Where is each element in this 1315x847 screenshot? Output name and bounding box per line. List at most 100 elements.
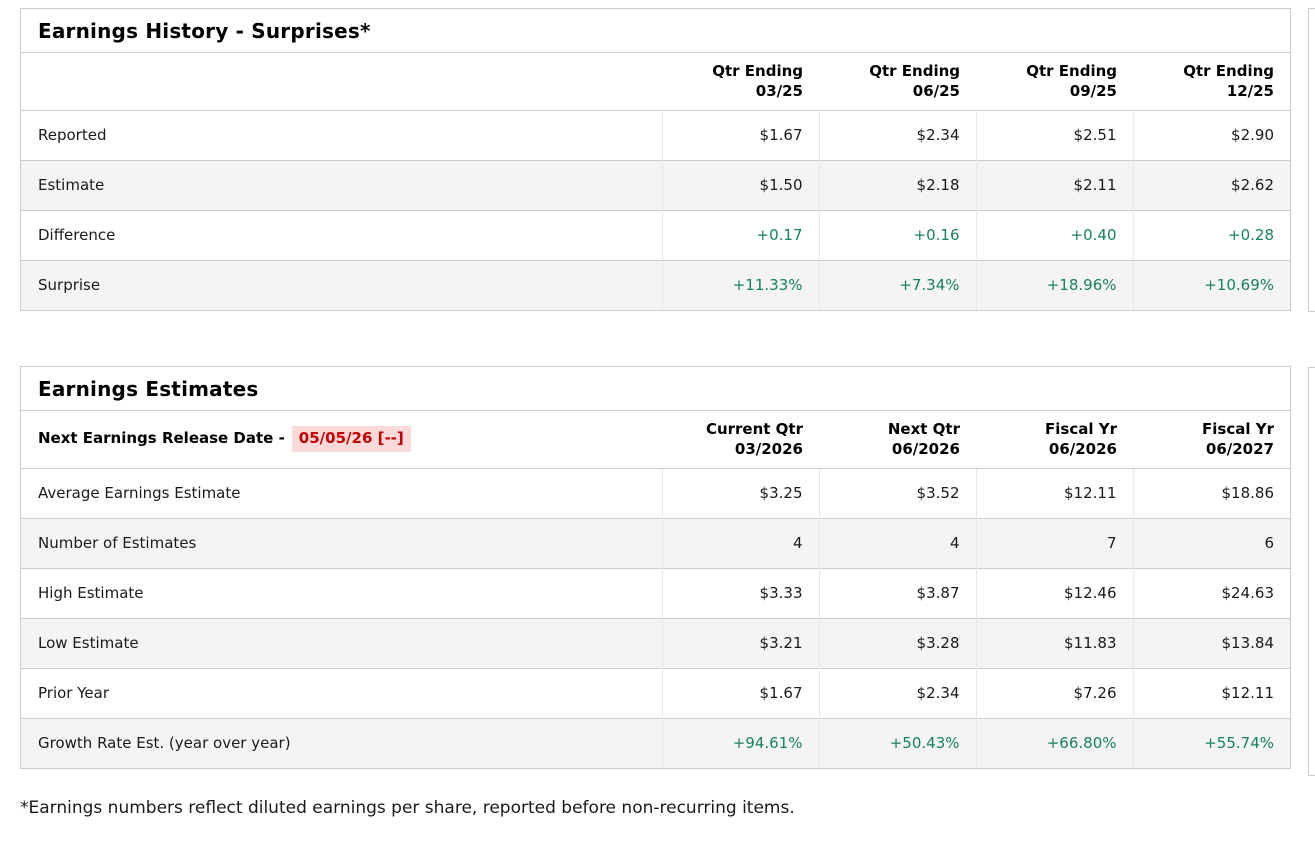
col-header-date: 03/25 xyxy=(755,82,803,101)
cell-value: +0.17 xyxy=(661,209,819,260)
estimates-col-header-3: Fiscal Yr 06/2026 xyxy=(976,411,1133,468)
table-row-high-estimate: High Estimate $3.33 $3.87 $12.46 $24.63 xyxy=(21,567,1290,618)
cell-value: $2.11 xyxy=(975,159,1133,210)
table-row-prior-year: Prior Year $1.67 $2.34 $7.26 $12.11 xyxy=(21,667,1290,718)
col-header-date: 06/25 xyxy=(912,82,960,101)
table-row-estimate: Estimate $1.50 $2.18 $2.11 $2.62 xyxy=(21,159,1290,210)
cell-value: $2.18 xyxy=(818,159,976,210)
table-row-reported: Reported $1.67 $2.34 $2.51 $2.90 xyxy=(21,109,1290,160)
table-row-surprise: Surprise +11.33% +7.34% +18.96% +10.69% xyxy=(21,259,1290,310)
cell-value: $3.28 xyxy=(818,617,976,668)
history-col-header-4: Qtr Ending 12/25 xyxy=(1133,53,1290,110)
cell-value: $2.90 xyxy=(1132,109,1290,160)
cell-value: $12.11 xyxy=(1132,667,1290,718)
col-header-period: Qtr Ending xyxy=(712,61,803,80)
col-header-date: 06/2026 xyxy=(891,440,960,459)
estimates-header-row: Next Earnings Release Date - 05/05/26 [--… xyxy=(21,411,1290,468)
row-label: Prior Year xyxy=(21,667,662,718)
table-row-growth-rate: Growth Rate Est. (year over year) +94.61… xyxy=(21,717,1290,768)
col-header-period: Qtr Ending xyxy=(1183,61,1274,80)
cell-value: $24.63 xyxy=(1132,567,1290,618)
earnings-history-title: Earnings History - Surprises* xyxy=(21,9,1290,53)
col-header-date: 09/25 xyxy=(1069,82,1117,101)
row-label: Low Estimate xyxy=(21,617,662,668)
cell-value: $12.11 xyxy=(975,467,1133,518)
col-header-period: Fiscal Yr xyxy=(1045,419,1117,438)
cell-value: $13.84 xyxy=(1132,617,1290,668)
cell-value: 4 xyxy=(818,517,976,568)
cell-value: +55.74% xyxy=(1132,717,1290,768)
col-header-date: 06/2027 xyxy=(1205,440,1274,459)
earnings-footnote: *Earnings numbers reflect diluted earnin… xyxy=(20,798,795,818)
cell-value: $18.86 xyxy=(1132,467,1290,518)
next-release-date-label: Next Earnings Release Date - xyxy=(38,429,285,448)
col-header-date: 12/25 xyxy=(1226,82,1274,101)
adjacent-panel-fragment-top xyxy=(1308,8,1315,312)
earnings-estimates-card: Earnings Estimates Next Earnings Release… xyxy=(20,366,1291,769)
next-release-date-badge: 05/05/26 [--] xyxy=(291,426,411,453)
cell-value: 4 xyxy=(661,517,819,568)
row-label: Estimate xyxy=(21,159,662,210)
cell-value: $3.25 xyxy=(661,467,819,518)
adjacent-panel-fragment-bottom xyxy=(1308,367,1315,776)
earnings-page: Earnings History - Surprises* Qtr Ending… xyxy=(20,8,1291,818)
cell-value: +0.16 xyxy=(818,209,976,260)
col-header-period: Qtr Ending xyxy=(869,61,960,80)
history-header-row: Qtr Ending 03/25 Qtr Ending 06/25 Qtr En… xyxy=(21,53,1290,110)
col-header-period: Current Qtr xyxy=(705,419,803,438)
cell-value: $3.87 xyxy=(818,567,976,618)
cell-value: $2.34 xyxy=(818,109,976,160)
cell-value: +11.33% xyxy=(661,259,819,310)
cell-value: +94.61% xyxy=(661,717,819,768)
cell-value: +0.40 xyxy=(975,209,1133,260)
table-row-low-estimate: Low Estimate $3.21 $3.28 $11.83 $13.84 xyxy=(21,617,1290,668)
cell-value: +66.80% xyxy=(975,717,1133,768)
cell-value: $12.46 xyxy=(975,567,1133,618)
cell-value: $3.21 xyxy=(661,617,819,668)
row-label: Difference xyxy=(21,209,662,260)
col-header-period: Qtr Ending xyxy=(1026,61,1117,80)
earnings-history-table: Qtr Ending 03/25 Qtr Ending 06/25 Qtr En… xyxy=(21,53,1290,310)
cell-value: $1.67 xyxy=(661,667,819,718)
cell-value: $2.34 xyxy=(818,667,976,718)
row-label: Surprise xyxy=(21,259,662,310)
row-label: High Estimate xyxy=(21,567,662,618)
row-label: Number of Estimates xyxy=(21,517,662,568)
cell-value: $2.62 xyxy=(1132,159,1290,210)
estimates-col-header-2: Next Qtr 06/2026 xyxy=(819,411,976,468)
cell-value: +7.34% xyxy=(818,259,976,310)
cell-value: $11.83 xyxy=(975,617,1133,668)
cell-value: $3.52 xyxy=(818,467,976,518)
col-header-date: 06/2026 xyxy=(1048,440,1117,459)
estimates-col-header-1: Current Qtr 03/2026 xyxy=(662,411,819,468)
cell-value: $3.33 xyxy=(661,567,819,618)
row-label: Growth Rate Est. (year over year) xyxy=(21,717,662,768)
next-release-date-cell: Next Earnings Release Date - 05/05/26 [--… xyxy=(21,411,662,468)
cell-value: +50.43% xyxy=(818,717,976,768)
estimates-col-header-4: Fiscal Yr 06/2027 xyxy=(1133,411,1290,468)
cell-value: $1.67 xyxy=(661,109,819,160)
cell-value: $7.26 xyxy=(975,667,1133,718)
cell-value: 6 xyxy=(1132,517,1290,568)
table-row-difference: Difference +0.17 +0.16 +0.40 +0.28 xyxy=(21,209,1290,260)
cell-value: $2.51 xyxy=(975,109,1133,160)
cell-value: +18.96% xyxy=(975,259,1133,310)
history-col-header-1: Qtr Ending 03/25 xyxy=(662,53,819,110)
history-col-header-3: Qtr Ending 09/25 xyxy=(976,53,1133,110)
table-row-average-estimate: Average Earnings Estimate $3.25 $3.52 $1… xyxy=(21,467,1290,518)
earnings-estimates-title: Earnings Estimates xyxy=(21,367,1290,411)
cell-value: +10.69% xyxy=(1132,259,1290,310)
col-header-date: 03/2026 xyxy=(734,440,803,459)
cell-value: +0.28 xyxy=(1132,209,1290,260)
cell-value: 7 xyxy=(975,517,1133,568)
row-label: Average Earnings Estimate xyxy=(21,467,662,518)
row-label: Reported xyxy=(21,109,662,160)
col-header-period: Fiscal Yr xyxy=(1202,419,1274,438)
history-corner-cell xyxy=(21,53,662,110)
cell-value: $1.50 xyxy=(661,159,819,210)
earnings-history-card: Earnings History - Surprises* Qtr Ending… xyxy=(20,8,1291,311)
history-col-header-2: Qtr Ending 06/25 xyxy=(819,53,976,110)
earnings-estimates-table: Next Earnings Release Date - 05/05/26 [--… xyxy=(21,411,1290,768)
col-header-period: Next Qtr xyxy=(887,419,960,438)
table-row-number-of-estimates: Number of Estimates 4 4 7 6 xyxy=(21,517,1290,568)
